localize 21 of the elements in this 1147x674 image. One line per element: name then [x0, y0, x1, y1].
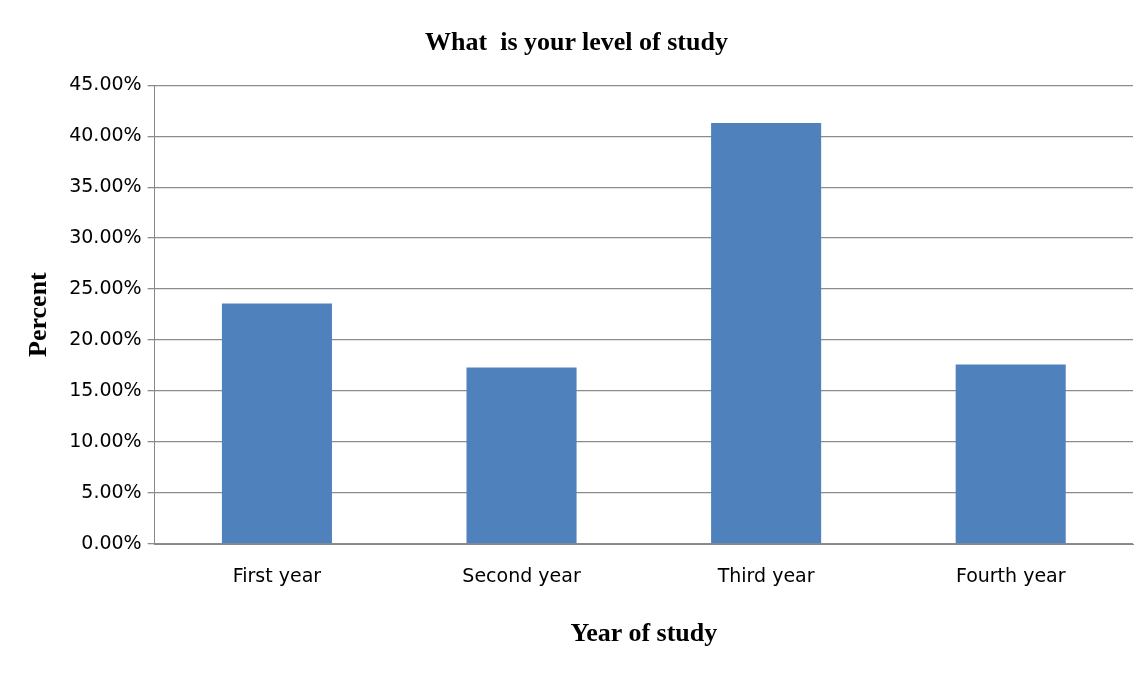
y-tick-label: 40.00% — [69, 123, 142, 146]
x-axis-title: Year of study — [570, 618, 718, 648]
y-tick-label: 20.00% — [69, 327, 142, 350]
y-tick-label: 10.00% — [69, 428, 142, 451]
x-tick-label: Fourth year — [955, 564, 1066, 587]
x-tick-label: Second year — [462, 564, 581, 587]
bar — [711, 122, 822, 544]
y-tick-label: 30.00% — [69, 225, 142, 248]
bar — [955, 364, 1066, 544]
y-tick-label: 5.00% — [81, 479, 142, 502]
chart-title: What is your level of study — [425, 27, 728, 57]
y-tick-label: 0.00% — [81, 530, 142, 553]
y-tick-label: 25.00% — [69, 276, 142, 299]
y-tick-label: 35.00% — [69, 174, 142, 197]
bar — [466, 367, 577, 544]
bar — [221, 303, 332, 544]
y-tick-label: 15.00% — [69, 378, 142, 400]
x-tick-label: Third year — [716, 564, 815, 587]
x-tick-label: First year — [232, 564, 322, 587]
y-axis-title: Percent — [23, 271, 53, 357]
y-tick-label: 45.00% — [69, 72, 142, 95]
